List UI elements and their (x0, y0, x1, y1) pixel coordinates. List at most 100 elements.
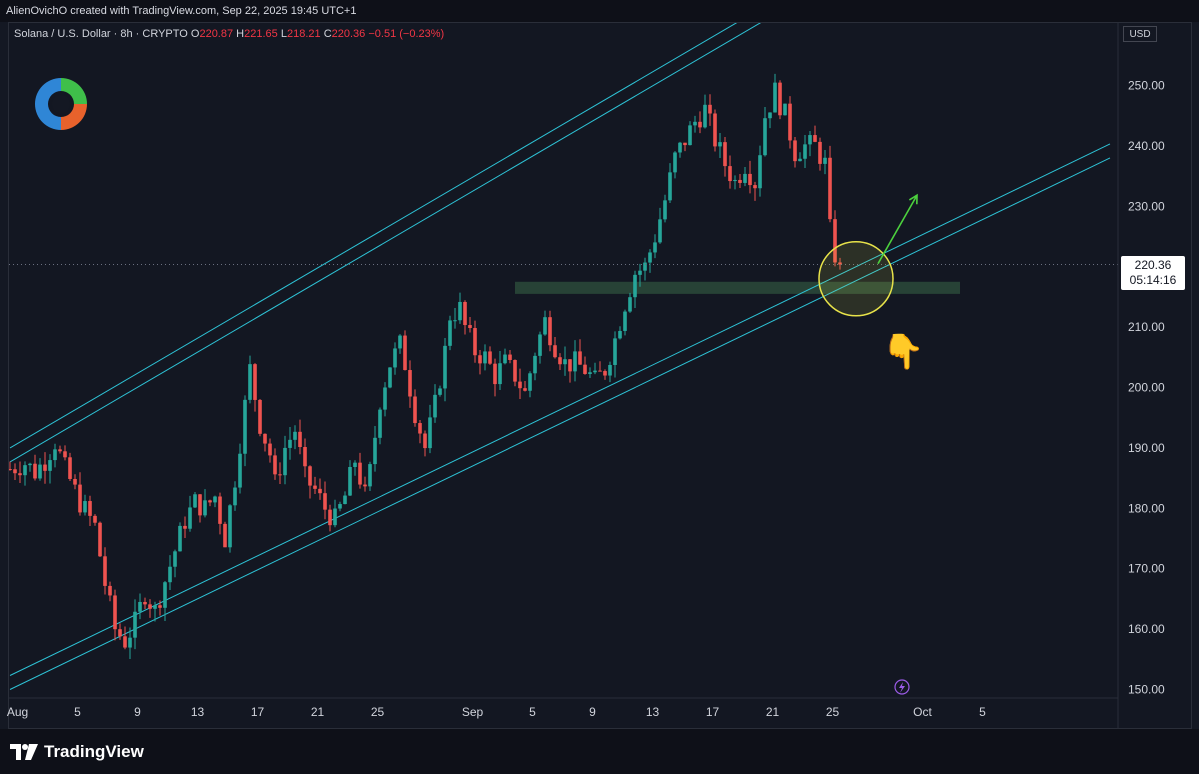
candle-body (338, 504, 342, 509)
tradingview-brand: TradingView (44, 741, 144, 761)
candle-body (408, 370, 412, 397)
symbol-legend: Solana / U.S. Dollar · 8h · CRYPTO O220.… (14, 28, 444, 40)
candle-body (18, 473, 22, 476)
x-tick-label: 17 (706, 705, 720, 719)
candle-body (553, 345, 557, 358)
candle-body (578, 351, 582, 365)
y-tick-label: 210.00 (1128, 320, 1165, 334)
candle-body (483, 351, 487, 364)
x-tick-label: 25 (371, 705, 385, 719)
candle-body (183, 525, 187, 529)
candle-body (243, 399, 247, 454)
candle-body (293, 431, 297, 440)
high-label: H (236, 28, 245, 40)
y-tick-label: 150.00 (1128, 683, 1165, 697)
candle-body (788, 103, 792, 141)
candle-body (168, 566, 172, 583)
currency-button[interactable]: USD (1123, 26, 1157, 42)
candle-body (638, 270, 642, 275)
low-label: L (280, 28, 287, 40)
candle-body (223, 523, 227, 548)
candle-body (318, 488, 322, 494)
support-zone (515, 281, 960, 294)
candle-body (503, 354, 507, 364)
candle-body (733, 179, 737, 182)
candle-body (428, 417, 432, 449)
candle-body (9, 469, 12, 471)
y-tick-label: 250.00 (1128, 79, 1165, 93)
x-tick-label: 21 (311, 705, 325, 719)
candle-body (813, 135, 817, 142)
x-tick-label: 5 (979, 705, 986, 719)
candle-body (63, 451, 67, 458)
candle-body (683, 142, 687, 146)
x-tick-label: 21 (766, 705, 780, 719)
x-tick-label: 9 (134, 705, 141, 719)
candle-body (468, 325, 472, 329)
up-arrow-shaft (877, 194, 918, 265)
candle-body (418, 423, 422, 434)
candle-body (158, 605, 162, 608)
candle-body (333, 508, 337, 526)
candle-body (798, 158, 802, 162)
candle-body (443, 345, 447, 389)
y-tick-label: 180.00 (1128, 501, 1165, 515)
y-tick-label: 240.00 (1128, 139, 1165, 153)
candle-body (518, 381, 522, 389)
candle-body (658, 219, 662, 243)
candle-body (28, 463, 32, 466)
candle-body (203, 500, 207, 516)
low-value: 218.21 (286, 28, 321, 40)
candle-body (58, 449, 62, 452)
candle-body (73, 478, 77, 485)
candle-body (673, 152, 677, 173)
candle-body (373, 437, 377, 465)
candle-body (23, 465, 27, 476)
candle-body (253, 364, 257, 400)
candle-body (313, 485, 317, 489)
candle-body (248, 364, 252, 400)
channel-upper-line-2 (9, 23, 762, 463)
high-value: 221.65 (244, 28, 278, 40)
candle-body (768, 112, 772, 119)
candle-body (273, 455, 277, 475)
candle-body (303, 446, 307, 467)
x-tick-label: Aug (7, 705, 28, 719)
candle-body (93, 515, 97, 523)
candle-body (148, 604, 152, 609)
candle-body (68, 457, 72, 479)
candle-body (173, 551, 177, 567)
x-tick-label: Sep (462, 705, 484, 719)
highlight-circle (818, 241, 894, 317)
candle-body (473, 328, 477, 356)
candle-body (463, 301, 467, 326)
tradingview-logo-icon (10, 743, 38, 760)
candle-body (648, 252, 652, 263)
symbol-name: Solana / U.S. Dollar · 8h · CRYPTO (14, 28, 188, 40)
candle-body (703, 104, 707, 128)
candle-body (523, 388, 527, 391)
candle-body (323, 493, 327, 510)
candle-body (353, 462, 357, 467)
x-tick-label: 17 (251, 705, 265, 719)
candle-body (753, 185, 757, 189)
candle-body (78, 484, 82, 513)
candle-body (13, 469, 17, 474)
candle-body (108, 585, 112, 596)
candle-body (773, 82, 777, 113)
x-tick-label: 13 (191, 705, 205, 719)
candle-body (258, 399, 262, 434)
candle-body (393, 348, 397, 368)
plot-area (9, 23, 1118, 690)
y-tick-label: 190.00 (1128, 441, 1165, 455)
candle-body (178, 525, 182, 552)
candle-body (448, 320, 452, 346)
candle-body (438, 388, 442, 395)
x-tick-label: 25 (826, 705, 840, 719)
candle-body (508, 354, 512, 360)
candle-body (618, 330, 622, 339)
candle-body (398, 335, 402, 349)
chart-panel[interactable] (8, 22, 1192, 729)
candle-body (433, 394, 437, 418)
